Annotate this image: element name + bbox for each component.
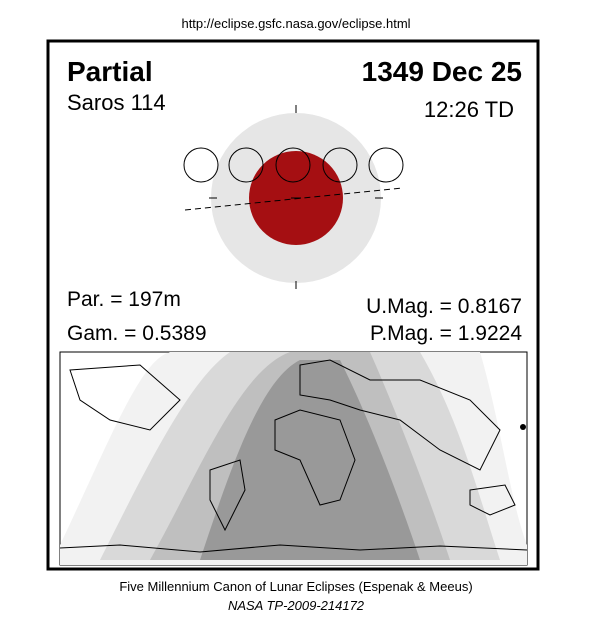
africa-outline: [274, 409, 356, 506]
moon: [183, 147, 219, 183]
south-america-outline: [209, 459, 246, 532]
moon: [322, 147, 358, 183]
moon: [368, 147, 404, 183]
totality-zone: [200, 360, 420, 560]
world-map: [59, 351, 528, 566]
time: 12:26 TD: [424, 97, 514, 122]
param-pmag: P.Mag. = 1.9224: [370, 322, 522, 345]
moon: [275, 147, 311, 183]
param-par: Par. = 197m: [67, 288, 181, 311]
eclipse-date: 1349 Dec 25: [362, 56, 522, 87]
shadow-diagram: [183, 105, 404, 289]
map-marker: [520, 424, 526, 430]
param-gam: Gam. = 0.5389: [67, 322, 207, 345]
footer-reference: NASA TP-2009-214172: [228, 598, 365, 613]
param-umag: U.Mag. = 0.8167: [366, 295, 522, 318]
eurasia-outline: [299, 359, 501, 471]
source-url: http://eclipse.gsfc.nasa.gov/eclipse.htm…: [181, 16, 410, 31]
australia-outline: [469, 484, 516, 516]
saros: Saros 114: [67, 90, 166, 115]
footer-title: Five Millennium Canon of Lunar Eclipses …: [119, 579, 472, 594]
eclipse-type: Partial: [67, 56, 153, 87]
antarctica-coast: [59, 544, 528, 553]
moon-path: [184, 187, 403, 211]
moon: [228, 147, 264, 183]
north-america-outline: [69, 364, 181, 431]
